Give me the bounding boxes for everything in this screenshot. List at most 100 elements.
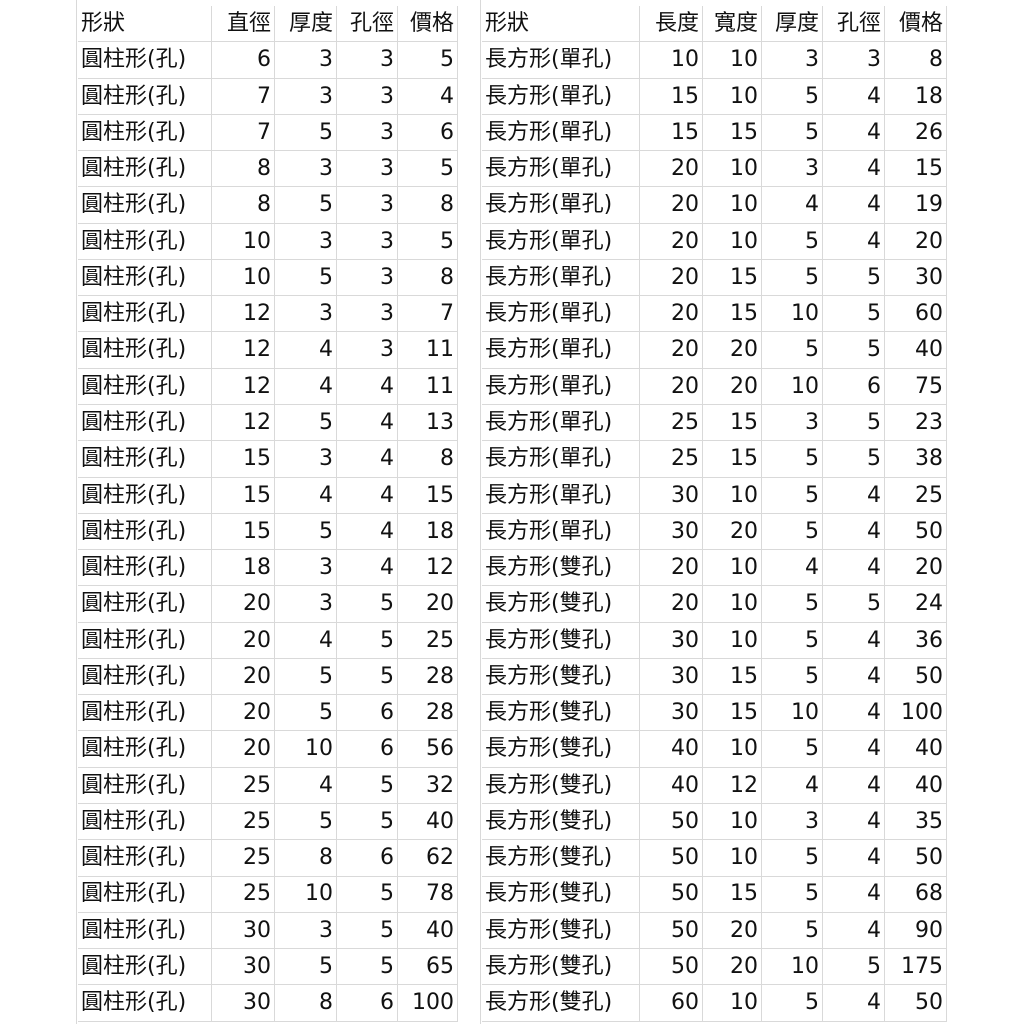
table-cell: 圓柱形(孔) (78, 477, 212, 514)
table-cell: 3 (275, 586, 337, 623)
table-cell: 長方形(雙孔) (482, 912, 640, 950)
table-cell: 20 (212, 586, 275, 623)
table-cell: 5 (762, 586, 823, 623)
table-cell: 40 (640, 731, 703, 768)
table-cell: 5 (337, 586, 398, 623)
table-cell: 長方形(雙孔) (482, 586, 640, 623)
table-cell: 30 (640, 513, 703, 551)
table-cell: 5 (823, 586, 885, 623)
table-cell: 68 (885, 876, 947, 913)
header-cell: 長度 (640, 6, 703, 43)
table-cell: 65 (398, 949, 458, 986)
header-cell: 厚度 (275, 6, 337, 43)
table-cell: 3 (337, 259, 398, 297)
table-cell: 5 (337, 949, 398, 986)
table-cell: 35 (885, 803, 947, 841)
table-cell: 4 (823, 767, 885, 804)
table-cell: 3 (337, 78, 398, 115)
table-cell: 3 (337, 114, 398, 152)
table-cell: 5 (762, 840, 823, 877)
table-cell: 長方形(雙孔) (482, 803, 640, 841)
table-cell: 5 (275, 513, 337, 551)
table-cell: 50 (885, 985, 947, 1022)
table-cell: 長方形(單孔) (482, 477, 640, 514)
table-cell: 4 (823, 78, 885, 115)
table-cell: 6 (337, 840, 398, 877)
table-cell: 40 (885, 767, 947, 804)
table-cell: 56 (398, 731, 458, 768)
header-cell: 直徑 (212, 6, 275, 43)
table-cell: 4 (275, 368, 337, 405)
table-cell: 12 (212, 368, 275, 405)
table-cell: 圓柱形(孔) (78, 332, 212, 369)
table-cell: 8 (885, 42, 947, 79)
table-cell: 4 (823, 876, 885, 913)
table-cell: 長方形(單孔) (482, 259, 640, 297)
table-cell: 20 (640, 187, 703, 224)
table-cell: 3 (275, 42, 337, 79)
table-cell: 12 (703, 767, 762, 804)
table-cell: 5 (823, 949, 885, 986)
table-cell: 38 (885, 441, 947, 478)
table-cell: 20 (212, 622, 275, 659)
table-cell: 5 (762, 876, 823, 913)
table-cell: 78 (398, 876, 458, 913)
table-cell: 長方形(雙孔) (482, 550, 640, 587)
table-cell: 10 (762, 695, 823, 732)
table-cell: 長方形(單孔) (482, 187, 640, 224)
table-cell: 8 (275, 840, 337, 877)
table-cell: 5 (762, 114, 823, 152)
table-cell: 圓柱形(孔) (78, 404, 212, 442)
table-cell: 5 (398, 223, 458, 260)
table-cell: 5 (337, 622, 398, 659)
table-cell: 圓柱形(孔) (78, 803, 212, 841)
table-cell: 30 (885, 259, 947, 297)
table-cell: 圓柱形(孔) (78, 550, 212, 587)
table-cell: 長方形(單孔) (482, 114, 640, 152)
table-cell: 10 (762, 949, 823, 986)
table-cell: 長方形(單孔) (482, 368, 640, 405)
table-cell: 10 (703, 731, 762, 768)
table-cell: 長方形(單孔) (482, 332, 640, 369)
table-cell: 5 (337, 876, 398, 913)
table-cell: 5 (275, 187, 337, 224)
table-cell: 15 (703, 695, 762, 732)
table-cell: 10 (703, 151, 762, 188)
table-cell: 長方形(雙孔) (482, 840, 640, 877)
table-cell: 4 (823, 187, 885, 224)
table-cell: 15 (640, 114, 703, 152)
header-cell: 形狀 (482, 6, 640, 43)
table-cell: 10 (762, 368, 823, 405)
table-cell: 50 (640, 876, 703, 913)
table-cell: 5 (337, 767, 398, 804)
table-cell: 6 (212, 42, 275, 79)
table-cell: 18 (212, 550, 275, 587)
table-cell: 20 (640, 550, 703, 587)
table-cell: 10 (640, 42, 703, 79)
table-cell: 20 (885, 223, 947, 260)
table-cell: 長方形(單孔) (482, 296, 640, 333)
table-cell: 長方形(雙孔) (482, 622, 640, 659)
table-cell: 4 (275, 332, 337, 369)
table-cell: 圓柱形(孔) (78, 368, 212, 405)
header-cell: 孔徑 (823, 6, 885, 43)
table-cell: 50 (885, 513, 947, 551)
table-cell: 8 (398, 259, 458, 297)
table-cell: 7 (212, 114, 275, 152)
table-cell: 5 (275, 695, 337, 732)
column-border (76, 0, 77, 1024)
table-cell: 5 (275, 259, 337, 297)
table-cell: 圓柱形(孔) (78, 876, 212, 913)
table-cell: 3 (337, 223, 398, 260)
table-cell: 5 (762, 78, 823, 115)
table-cell: 62 (398, 840, 458, 877)
table-cell: 圓柱形(孔) (78, 985, 212, 1022)
table-cell: 5 (823, 404, 885, 442)
header-cell: 厚度 (762, 6, 823, 43)
table-cell: 18 (885, 78, 947, 115)
table-cell: 25 (212, 803, 275, 841)
table-cell: 5 (823, 259, 885, 297)
table-cell: 20 (212, 695, 275, 732)
table-cell: 3 (275, 912, 337, 950)
table-cell: 30 (212, 949, 275, 986)
